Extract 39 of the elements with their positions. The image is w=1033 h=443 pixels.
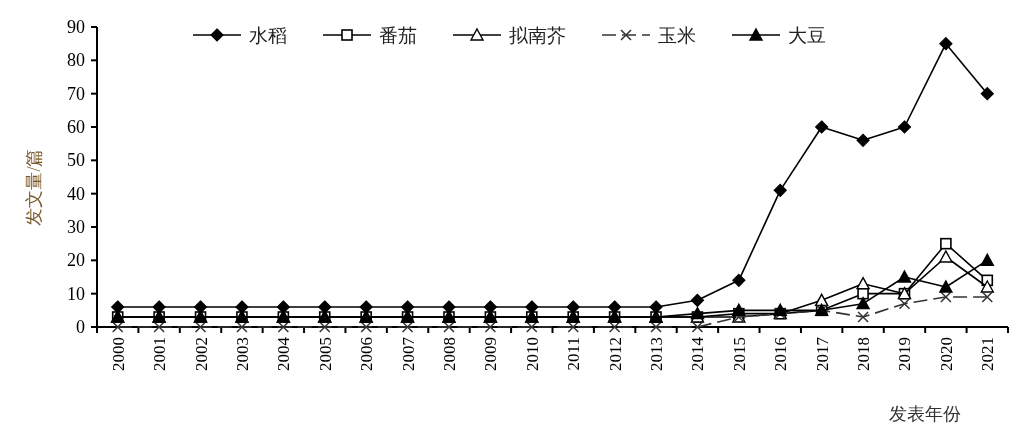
legend-label: 水稻 (249, 25, 287, 46)
y-tick-label: 70 (67, 83, 85, 104)
x-tick-label: 2016 (771, 337, 791, 371)
y-tick-label: 40 (67, 183, 85, 204)
x-tick-label: 2013 (647, 337, 667, 371)
y-axis-title: 发文量/篇 (24, 148, 44, 226)
x-tick-label: 2000 (108, 337, 128, 371)
x-tick-label: 2014 (688, 336, 708, 371)
x-tick-label: 2001 (150, 337, 170, 371)
x-tick-label: 2008 (439, 337, 459, 371)
y-tick-label: 10 (67, 283, 85, 304)
x-tick-label: 2020 (936, 337, 956, 371)
y-tick-label: 60 (67, 117, 85, 137)
x-tick-label: 2005 (315, 337, 335, 371)
x-tick-label: 2006 (357, 337, 377, 371)
x-tick-label: 2010 (522, 337, 542, 371)
x-tick-label: 2012 (605, 337, 625, 371)
y-tick-label: 90 (67, 17, 85, 37)
x-tick-label: 2003 (232, 337, 252, 371)
x-tick-label: 2002 (191, 337, 211, 371)
x-tick-label: 2009 (481, 337, 501, 371)
legend-label: 拟南芥 (509, 25, 566, 46)
x-tick-label: 2011 (564, 337, 584, 371)
x-tick-label: 2007 (398, 336, 418, 371)
y-tick-label: 0 (76, 317, 85, 337)
x-axis-title: 发表年份 (889, 404, 961, 424)
x-tick-label: 2004 (274, 336, 294, 371)
x-tick-label: 2018 (854, 337, 874, 371)
x-tick-label: 2015 (729, 337, 749, 371)
x-tick-label: 2017 (812, 336, 832, 371)
legend-label: 大豆 (788, 25, 826, 46)
y-tick-label: 80 (67, 50, 85, 71)
x-tick-label: 2021 (978, 337, 998, 371)
y-tick-label: 50 (67, 150, 85, 171)
legend-label: 番茄 (379, 25, 417, 46)
y-tick-label: 20 (67, 250, 85, 271)
legend-label: 玉米 (658, 25, 696, 46)
x-tick-label: 2019 (895, 337, 915, 371)
y-tick-label: 30 (67, 217, 85, 237)
